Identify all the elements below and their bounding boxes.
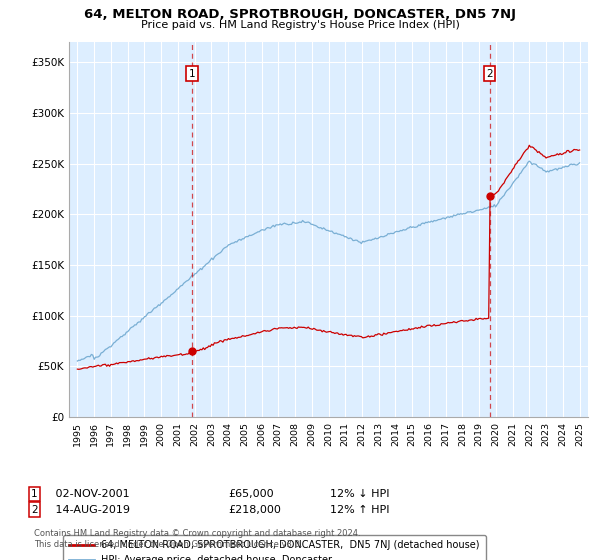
Text: 1: 1 <box>188 69 195 79</box>
Text: 2: 2 <box>31 505 38 515</box>
Text: 02-NOV-2001: 02-NOV-2001 <box>45 489 130 499</box>
Text: £65,000: £65,000 <box>228 489 274 499</box>
Legend: 64, MELTON ROAD, SPROTBROUGH, DONCASTER,  DN5 7NJ (detached house), HPI: Average: 64, MELTON ROAD, SPROTBROUGH, DONCASTER,… <box>64 535 486 560</box>
Text: 14-AUG-2019: 14-AUG-2019 <box>45 505 130 515</box>
Text: £218,000: £218,000 <box>228 505 281 515</box>
Text: Contains HM Land Registry data © Crown copyright and database right 2024.
This d: Contains HM Land Registry data © Crown c… <box>34 529 361 549</box>
Text: Price paid vs. HM Land Registry's House Price Index (HPI): Price paid vs. HM Land Registry's House … <box>140 20 460 30</box>
Text: 12% ↓ HPI: 12% ↓ HPI <box>330 489 389 499</box>
Text: 1: 1 <box>31 489 38 499</box>
Text: 12% ↑ HPI: 12% ↑ HPI <box>330 505 389 515</box>
Text: 2: 2 <box>486 69 493 79</box>
Text: 64, MELTON ROAD, SPROTBROUGH, DONCASTER, DN5 7NJ: 64, MELTON ROAD, SPROTBROUGH, DONCASTER,… <box>84 8 516 21</box>
